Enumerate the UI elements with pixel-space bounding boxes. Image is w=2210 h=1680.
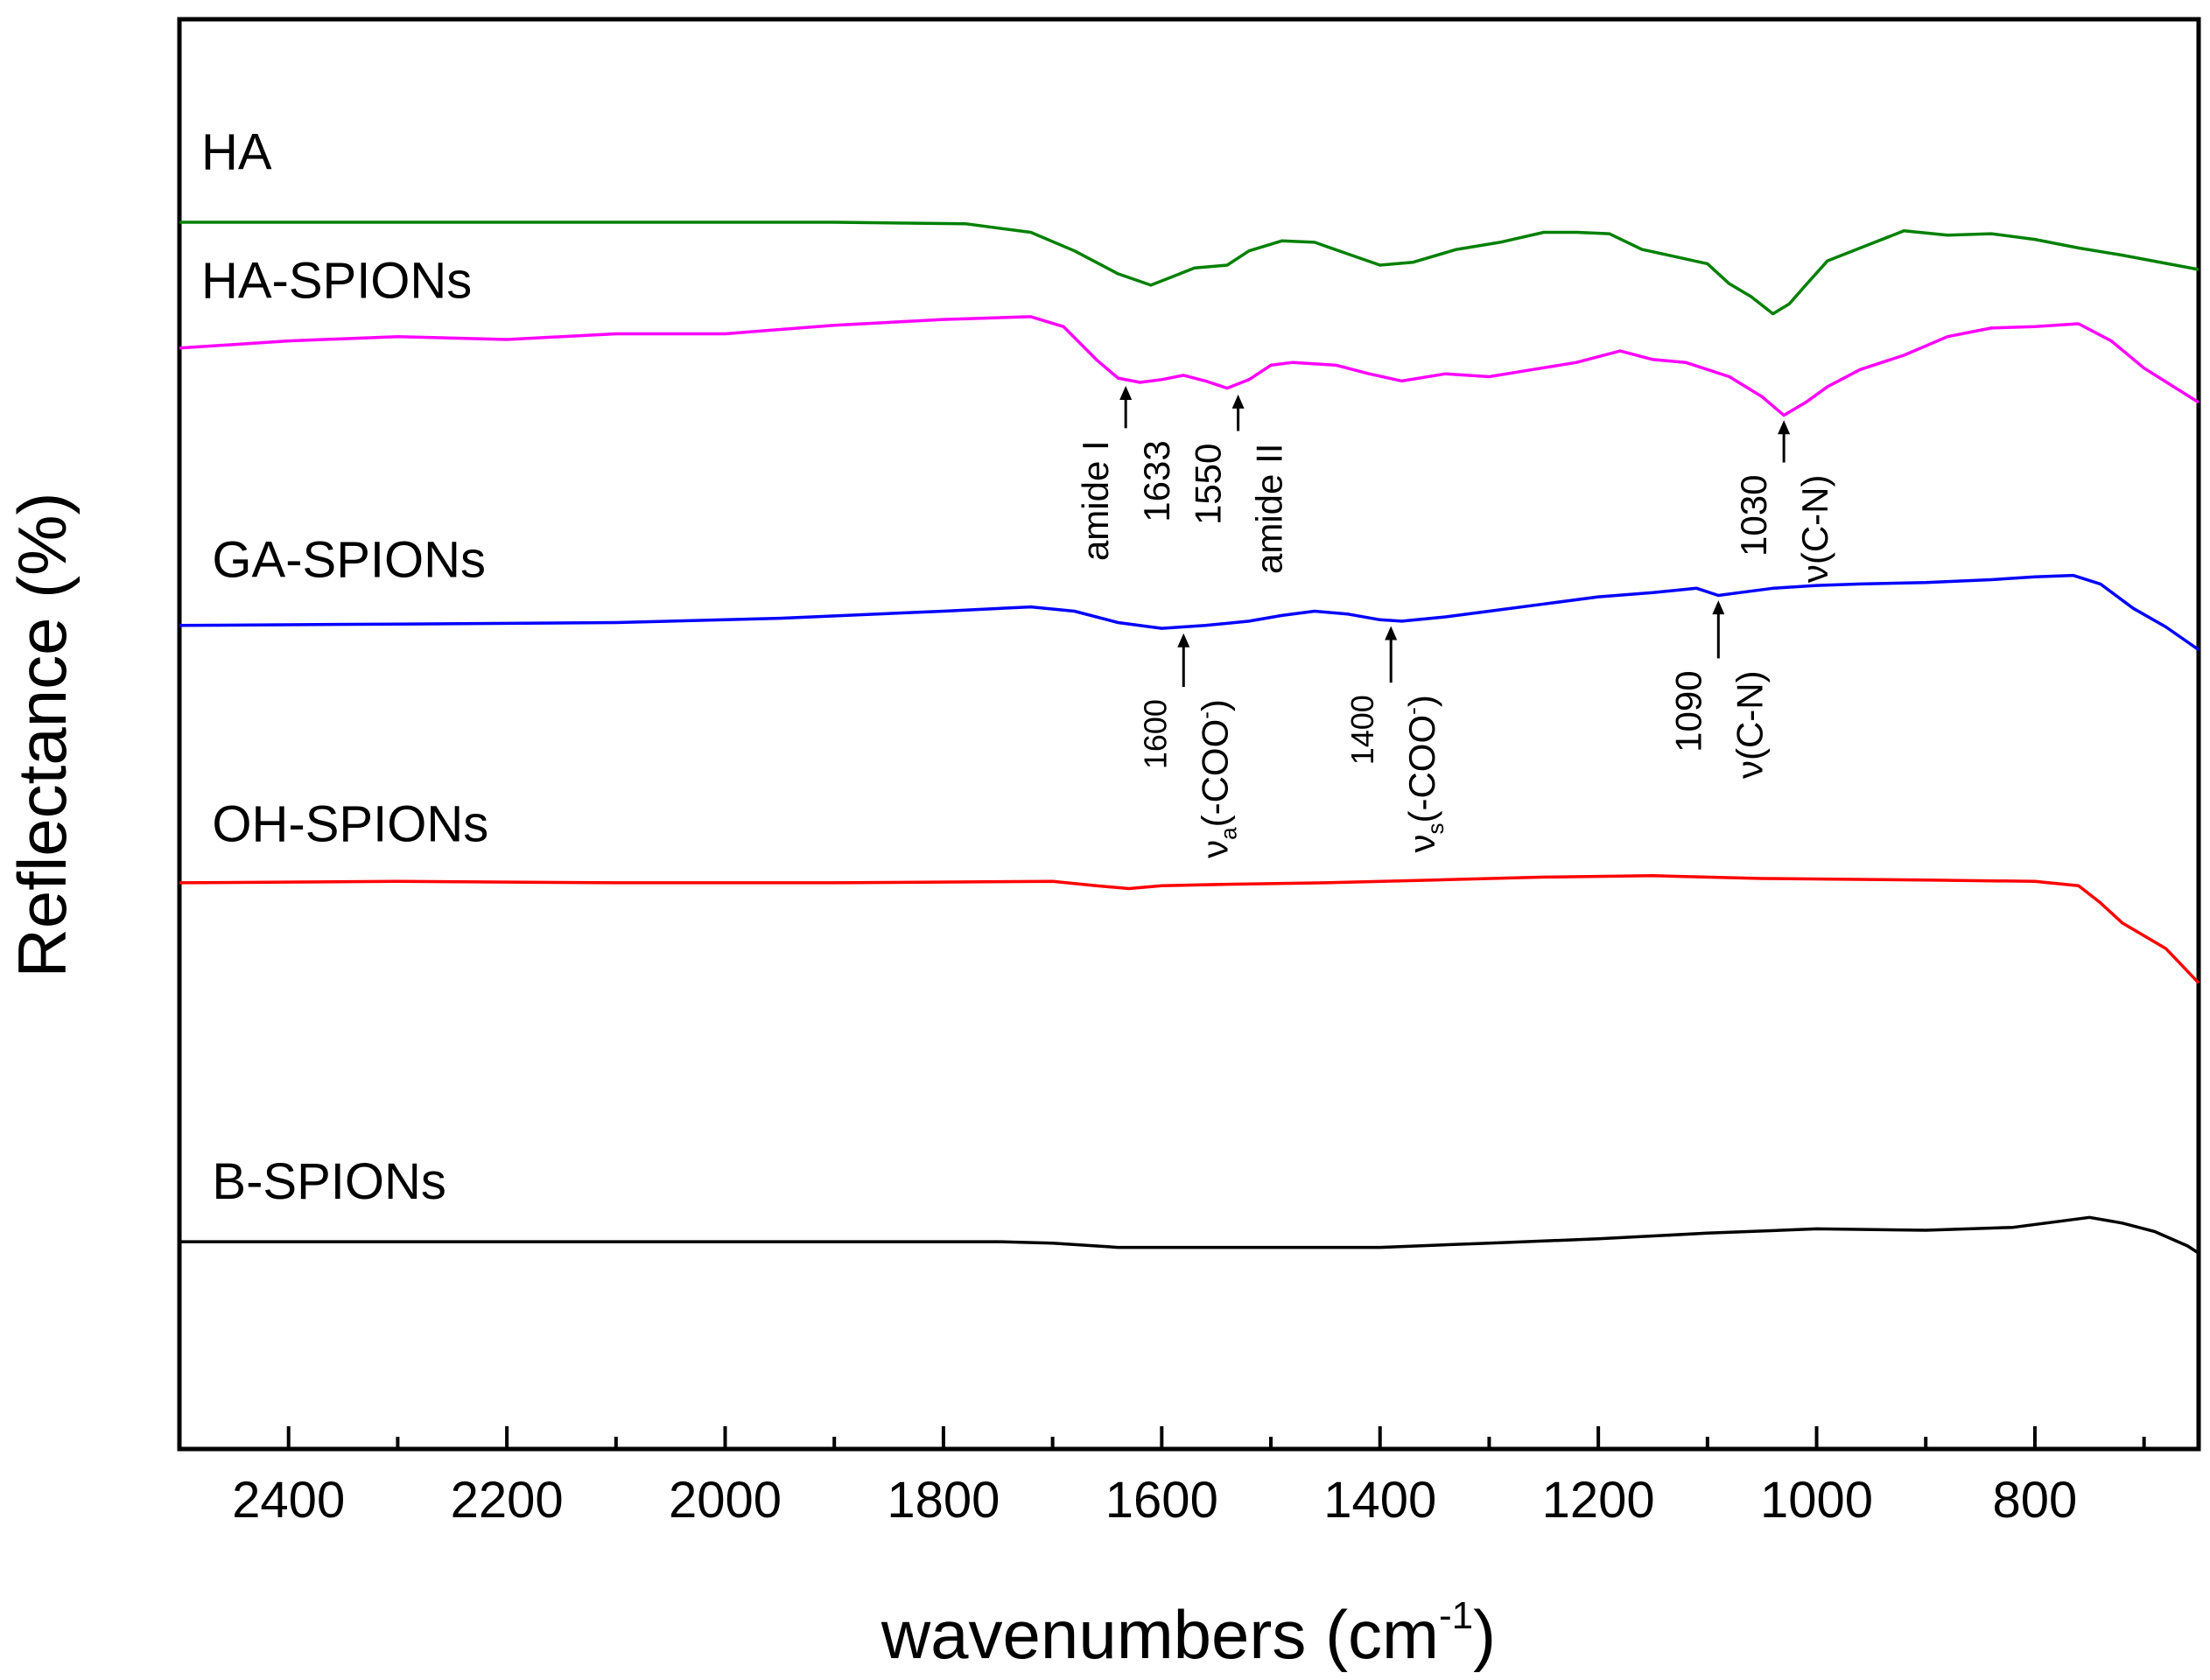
series-label-ha: HA: [201, 124, 272, 181]
plot-frame: [177, 17, 2201, 1452]
x-tick-label: 1200: [1542, 1472, 1655, 1529]
x-tick-label: 1400: [1323, 1472, 1436, 1529]
peak-annotation: 1400 νs(-COO-): [1344, 626, 1449, 853]
annotation-arrow-head: [1385, 626, 1398, 640]
annotation-arrow-head: [1712, 600, 1725, 615]
annotation-group: (-COO: [1194, 719, 1235, 828]
x-tick-label: 1800: [887, 1472, 1000, 1529]
peak-annotation: 1030 ν(C-N): [1733, 420, 1835, 583]
series-label-ga-spions: GA-SPIONs: [212, 531, 486, 588]
annotation-text: νs(-COO-): [1400, 695, 1449, 852]
annotation-text: 1400: [1344, 695, 1380, 765]
series-line-ha-spions: [179, 315, 2199, 417]
series-label-ha-spions: HA-SPIONs: [201, 253, 472, 310]
annotation-text: amide II: [1249, 444, 1290, 574]
annotation-arrow-head: [1119, 386, 1133, 401]
x-axis-tick-labels: 2400 2200 2000 1800 1600 1400 1200 1000 800: [232, 1472, 2077, 1529]
y-axis-title: Reflectance (%): [4, 493, 81, 978]
annotation-nu: ν: [1194, 840, 1235, 858]
annotation-text: 1550: [1188, 444, 1229, 525]
annotation-arrow-head: [1177, 633, 1190, 648]
series-line-ha: [179, 220, 2199, 316]
annotation-text: 1030: [1733, 475, 1774, 556]
peak-annotation: amide I 1633: [1075, 386, 1177, 561]
annotation-close: ): [1194, 699, 1235, 711]
annotation-text: ν(C-N): [1794, 475, 1835, 584]
annotation-text: νa(-COO-): [1192, 699, 1241, 858]
annotation-superscript: -: [1400, 707, 1426, 715]
annotation-subscript: a: [1215, 827, 1241, 840]
annotation-subscript: s: [1422, 823, 1449, 835]
peak-annotation: 1550 amide II: [1188, 394, 1290, 574]
x-tick-label: 2000: [669, 1472, 782, 1529]
peak-annotation: 1090 ν(C-N): [1667, 600, 1770, 779]
x-axis-title-main: wavenumbers (cm: [880, 1596, 1439, 1673]
peak-annotations: amide I 1633 1550 amide II 1030 ν(C-N)1600νa(…: [1075, 386, 1835, 858]
x-tick-label: 800: [1993, 1472, 2078, 1529]
peak-annotation: 1600 νa(-COO-): [1137, 633, 1241, 858]
annotation-text: 1090: [1667, 670, 1708, 752]
annotation-text: ν(C-N): [1729, 670, 1770, 779]
series-line-b-spions: [179, 1215, 2199, 1255]
x-tick-label: 2200: [451, 1472, 564, 1529]
annotation-arrow-head: [1778, 420, 1791, 435]
x-tick-label: 1000: [1760, 1472, 1873, 1529]
x-axis-ticks: [286, 1426, 2146, 1449]
annotation-text: amide I: [1075, 440, 1116, 561]
series-labels: HA HA-SPIONs GA-SPIONs OH-SPIONs B-SPIONs: [201, 124, 488, 1210]
x-axis-title-close: ): [1473, 1596, 1496, 1673]
spectra-series: [179, 220, 2200, 1255]
annotation-nu: ν: [1401, 835, 1442, 853]
x-tick-label: 2400: [232, 1472, 345, 1529]
series-line-ga-spions: [179, 573, 2200, 652]
annotation-group: (-COO: [1401, 715, 1442, 823]
annotation-superscript: -: [1192, 711, 1218, 719]
x-axis-title-superscript: -1: [1439, 1594, 1473, 1637]
series-label-b-spions: B-SPIONs: [212, 1153, 446, 1210]
annotation-close: ): [1401, 695, 1442, 707]
x-tick-label: 1600: [1105, 1472, 1218, 1529]
annotation-arrow-head: [1231, 394, 1245, 409]
annotation-text: 1633: [1136, 440, 1177, 522]
series-label-oh-spions: OH-SPIONs: [212, 796, 488, 853]
annotation-text: 1600: [1137, 699, 1173, 769]
x-axis-title: wavenumbers (cm-1): [880, 1594, 1496, 1673]
series-line-oh-spions: [179, 874, 2200, 984]
